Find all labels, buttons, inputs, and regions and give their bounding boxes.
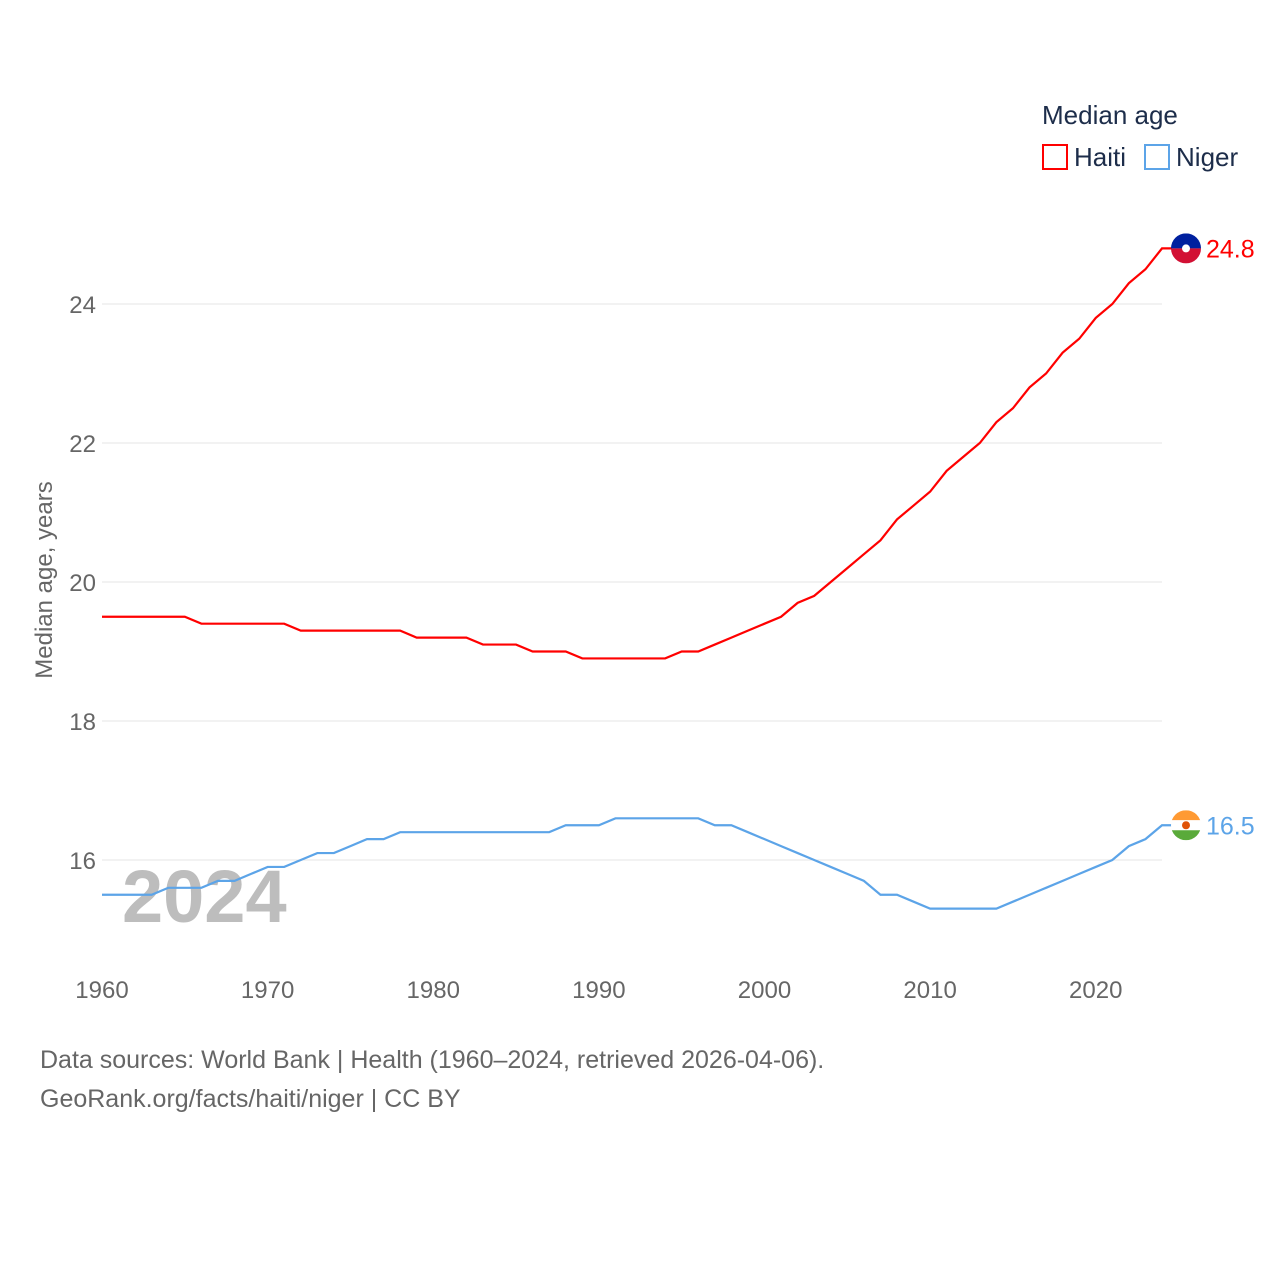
x-tick-label: 1990 — [572, 977, 625, 1004]
legend-swatch-haiti — [1042, 144, 1068, 170]
y-tick-label: 22 — [69, 431, 96, 458]
source-link[interactable]: GeoRank.org/facts/haiti/niger | CC BY — [40, 1085, 461, 1113]
end-value-label-haiti: 24.8 — [1206, 235, 1255, 263]
x-tick-label: 2020 — [1069, 977, 1122, 1004]
x-tick-label: 2010 — [903, 977, 956, 1004]
x-tick-label: 1980 — [407, 977, 460, 1004]
legend-label-haiti: Haiti — [1074, 142, 1127, 172]
x-tick-label: 1970 — [241, 977, 294, 1004]
y-tick-label: 24 — [69, 292, 96, 319]
end-value-label-niger: 16.5 — [1206, 812, 1255, 840]
series-line-haiti — [102, 247, 1172, 660]
year-watermark: 2024 — [122, 855, 287, 938]
legend-title: Median age — [1042, 100, 1178, 130]
legend-item-niger[interactable]: Niger — [1144, 142, 1238, 173]
flag-icon-niger — [1171, 810, 1201, 841]
y-axis-label: Median age, years — [31, 481, 58, 678]
legend-item-haiti[interactable]: Haiti — [1042, 142, 1126, 173]
flag-icon-haiti — [1171, 233, 1201, 264]
y-tick-label: 20 — [69, 570, 96, 597]
legend-label-niger: Niger — [1176, 142, 1239, 172]
y-tick-label: 18 — [69, 709, 96, 736]
series-line-niger — [102, 817, 1172, 910]
x-tick-label: 1960 — [75, 977, 128, 1004]
x-tick-label: 2000 — [738, 977, 791, 1004]
source-note: Data sources: World Bank | Health (1960–… — [40, 1046, 825, 1074]
legend: Haiti Niger — [1042, 142, 1238, 173]
y-tick-label: 16 — [69, 848, 96, 875]
legend-swatch-niger — [1144, 144, 1171, 170]
